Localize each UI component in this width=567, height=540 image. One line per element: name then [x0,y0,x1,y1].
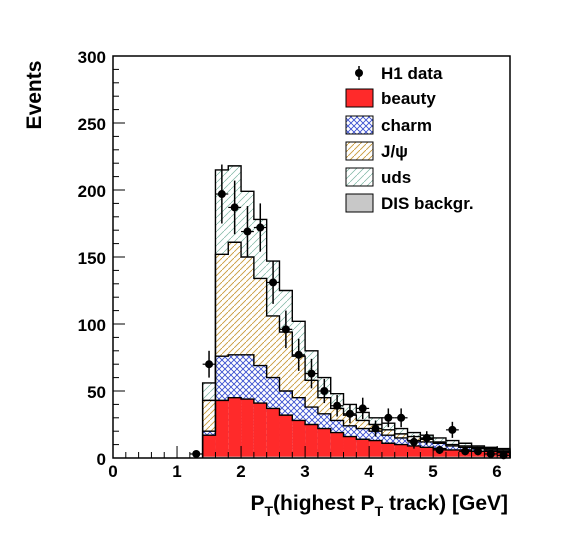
legend-label-jpsi: J/ψ [381,142,408,161]
legend-label-data: H1 data [381,64,443,83]
legend-label-beauty: beauty [381,89,436,108]
legend-item-data: H1 data [355,64,443,83]
data-point-10 [320,387,329,395]
bar-beauty-12 [356,439,370,458]
x-tick-labels: 0 1 2 3 4 5 6 [108,462,501,481]
data-point-18 [422,433,431,442]
y-tick-label-100: 100 [78,316,106,335]
legend-item-beauty: beauty [345,88,436,108]
data-point-3 [230,203,239,212]
bar-beauty-5 [266,408,280,458]
bar-beauty-6 [279,415,293,458]
bar-beauty-0 [202,435,216,458]
data-point-8 [294,350,303,359]
x-tick-label-2: 2 [236,462,245,481]
bar-beauty-13 [369,440,382,458]
axis-ticks [112,55,511,459]
bar-beauty-3 [241,399,254,458]
bar-beauty-1 [215,400,229,458]
data-point-17 [409,437,418,446]
bar-beauty-7 [292,420,306,458]
bar-beauty-14 [381,443,395,458]
x-tick-label-6: 6 [492,462,501,481]
data-point-4 [243,227,252,236]
legend-item-charm: charm [345,115,432,135]
bar-beauty-15 [394,444,408,458]
data-point-19 [435,445,444,454]
x-axis-title-p3: track) [GeV] [383,492,508,515]
legend-item-uds: uds [345,167,411,187]
outline-beauty [201,397,511,458]
bar-beauty-8 [305,424,318,458]
data-points [189,164,510,460]
bar-beauty-4 [253,403,267,458]
legend-label-charm: charm [381,116,432,135]
data-point-6 [269,278,278,287]
y-tick-label-150: 150 [78,249,106,268]
bar-beauty-2 [228,397,242,458]
data-point-2 [217,190,226,199]
data-point-13 [358,404,367,413]
data-point-5 [256,223,265,232]
bar-beauty-10 [330,432,344,458]
data-point-21 [461,447,470,456]
y-axis-title: Events [23,61,46,130]
data-point-23 [486,449,495,458]
data-point-16 [397,413,406,422]
x-axis-title: PT(highest PT track) [GeV] [250,492,508,519]
y-tick-label-50: 50 [87,383,106,402]
legend: H1 data beauty charm J/ψ uds DIS backgr. [345,64,474,213]
bar-beauty-17 [420,447,434,458]
y-tick-label-300: 300 [78,48,106,67]
data-point-15 [384,413,393,422]
legend-item-dis: DIS backgr. [345,193,474,213]
data-point-12 [345,409,354,418]
data-point-0 [192,449,201,458]
x-tick-label-5: 5 [428,462,437,481]
y-tick-label-250: 250 [78,115,106,134]
bar-beauty-9 [317,428,331,458]
x-tick-label-4: 4 [364,462,374,481]
legend-swatch-dis [345,193,374,213]
x-axis-title-p2: (highest P [273,492,375,515]
y-tick-label-0: 0 [97,450,106,469]
x-tick-label-3: 3 [300,462,309,481]
bar-beauty-19 [445,449,459,458]
bar-beauty-11 [343,436,357,458]
legend-item-jpsi: J/ψ [345,141,408,161]
data-point-7 [281,325,290,334]
legend-label-uds: uds [381,168,411,187]
legend-swatch-charm [345,115,374,135]
legend-swatch-beauty [345,88,374,108]
x-tick-label-0: 0 [108,462,117,481]
x-axis-title-sub1: T [264,503,273,519]
x-tick-label-1: 1 [172,462,181,481]
y-tick-labels: 0 50 100 150 200 250 300 [78,48,106,469]
legend-label-dis: DIS backgr. [381,194,474,213]
data-point-11 [333,401,342,410]
x-axis-title-sub2: T [375,503,384,519]
y-tick-label-200: 200 [78,182,106,201]
data-point-20 [448,425,457,434]
data-point-9 [307,369,316,378]
data-point-22 [473,447,482,456]
x-axis-title-p1: P [250,492,264,515]
data-point-14 [371,424,380,433]
outline-charm [201,354,511,458]
legend-swatch-jpsi [345,141,374,161]
legend-swatch-uds [345,167,374,187]
bar-beauty-16 [407,445,421,458]
data-point-1 [205,360,214,369]
legend-data-marker [355,69,363,77]
